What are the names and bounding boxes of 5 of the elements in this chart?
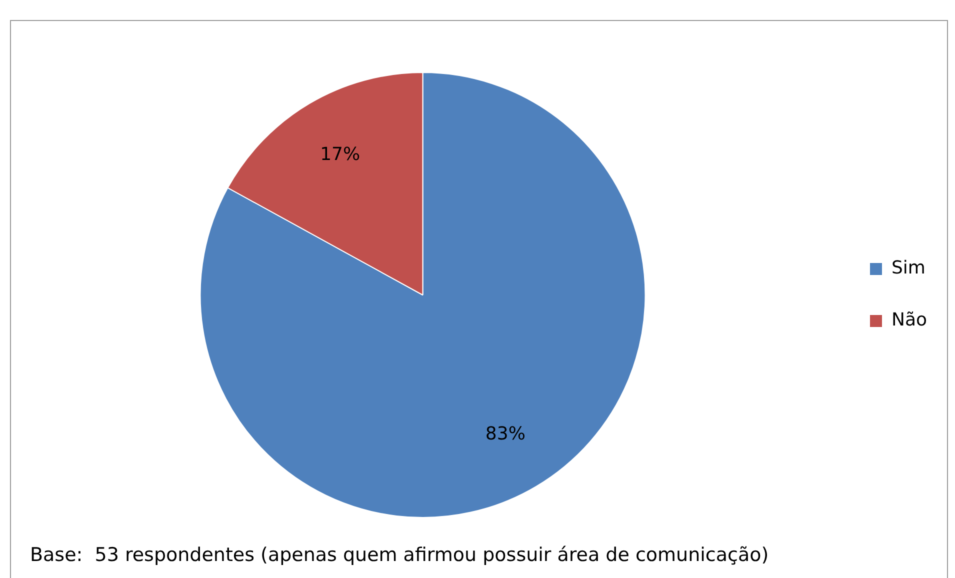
data-label: 17%	[320, 144, 360, 165]
data-label: 83%	[485, 423, 526, 444]
legend-label: Não	[891, 310, 928, 331]
text: Base: 53 respondentes (apenas quem afirmou possuir área de comunicação)	[30, 544, 769, 566]
legend-label: Sim	[891, 258, 926, 279]
